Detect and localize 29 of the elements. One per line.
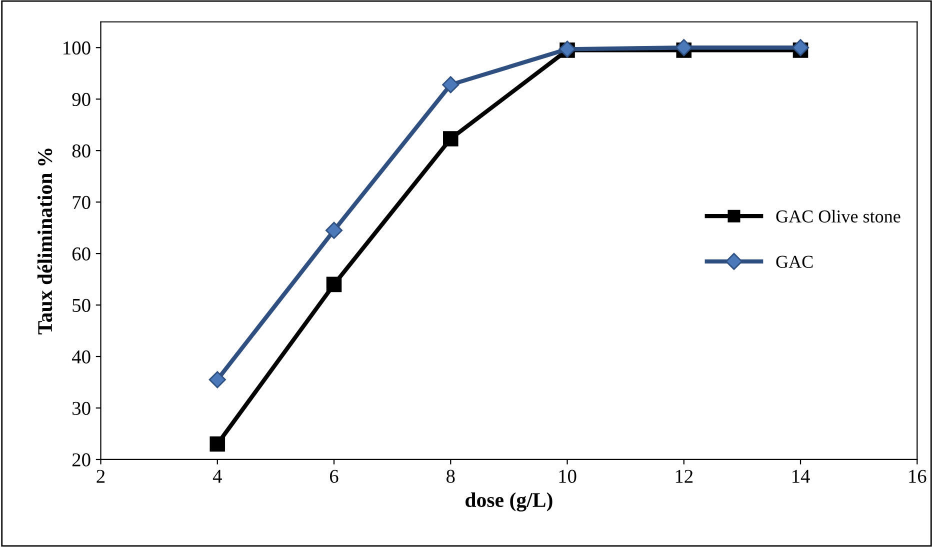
y-tick-label: 80: [72, 144, 90, 158]
point: [792, 39, 810, 56]
y-tick-label: 60: [72, 247, 90, 260]
x-tick-label: 8: [446, 470, 455, 483]
x-tick-label: 6: [330, 470, 338, 483]
legend-label: GAC Olive stone: [776, 210, 900, 223]
x-tick-label: 2: [96, 470, 105, 483]
x-axis-title: dose (g/L): [466, 492, 552, 512]
x-tick-label: 14: [792, 470, 810, 483]
point: [208, 371, 226, 388]
y-tick-label: 70: [72, 196, 90, 210]
point: [326, 276, 342, 292]
y-tick-label: 50: [72, 298, 90, 312]
point: [210, 436, 226, 452]
point: [442, 76, 460, 94]
point: [443, 131, 458, 146]
y-tick-label: 20: [72, 453, 90, 466]
y-axis-title: Taux délimination %: [37, 148, 52, 334]
y-tick-label: 90: [72, 92, 90, 106]
x-tick-label: 10: [559, 470, 576, 483]
x-tick-label: 12: [676, 470, 693, 483]
y-tick-label: 100: [64, 41, 90, 55]
point: [325, 222, 343, 239]
y-tick-label: 30: [72, 402, 90, 415]
legend-label: GAC: [776, 256, 813, 268]
y-tick-label: 40: [72, 350, 90, 364]
x-tick-label: 16: [909, 470, 926, 483]
x-tick-label: 4: [212, 470, 222, 483]
point: [675, 39, 692, 56]
